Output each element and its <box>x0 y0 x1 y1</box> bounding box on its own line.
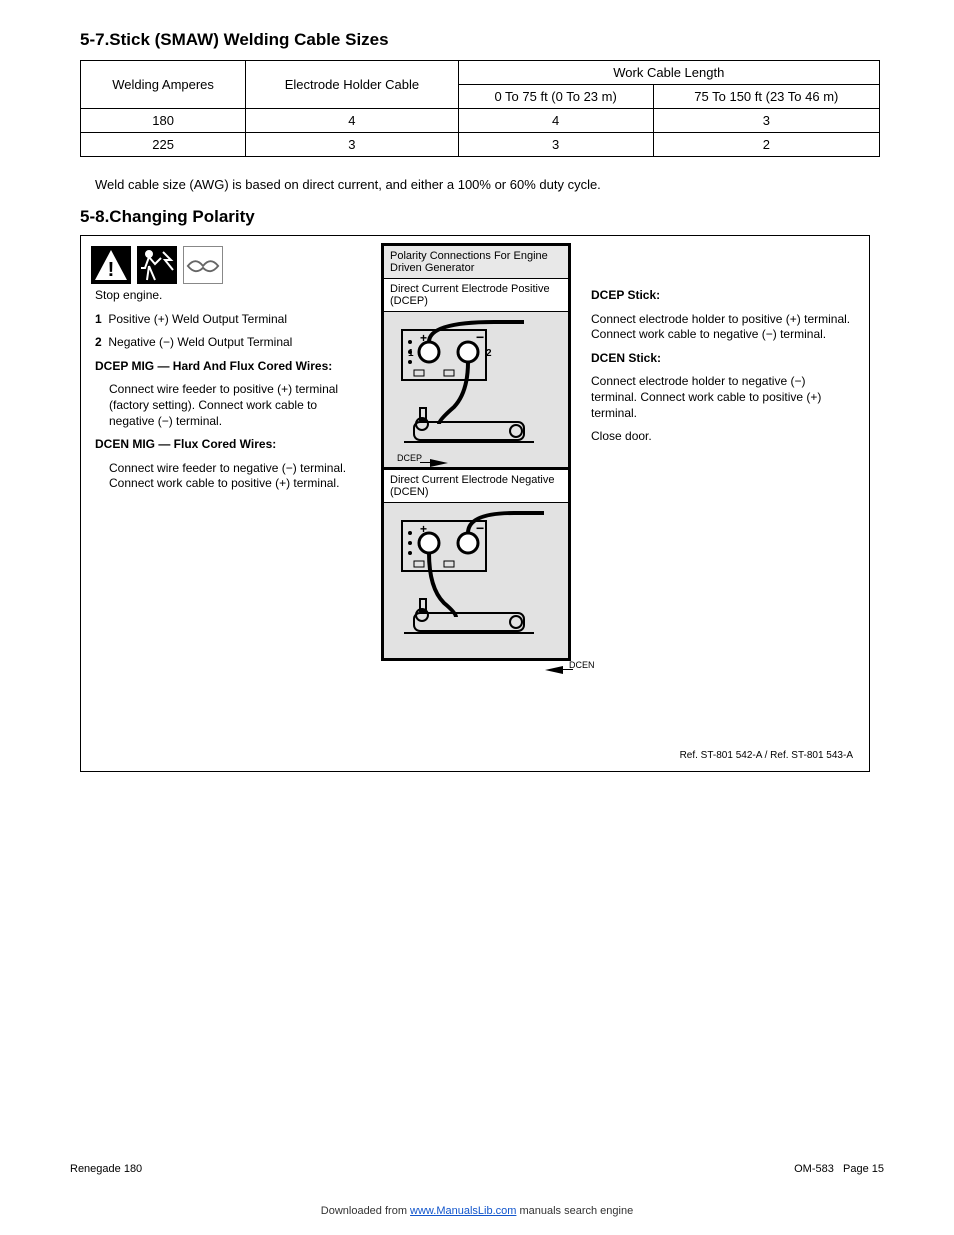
dcep-stick-text: Connect electrode holder to positive (+)… <box>591 312 851 343</box>
th-work-cable-length: Work Cable Length <box>458 61 879 85</box>
left-column: Stop engine. 1 Positive (+) Weld Output … <box>95 288 365 500</box>
dcen-stick-text: Connect electrode holder to negative (−)… <box>591 374 851 421</box>
svg-text:−: − <box>476 329 484 345</box>
th-welding-amperes: Welding Amperes <box>81 61 246 109</box>
diagram-img-dcep: + − <box>384 312 568 467</box>
svg-text:1: 1 <box>408 348 414 359</box>
manualslib-link[interactable]: www.ManualsLib.com <box>410 1205 516 1217</box>
dcep-arrow-label: DCEP <box>360 453 422 463</box>
footer-tail: manuals search engine <box>516 1205 633 1217</box>
th-length-75: 0 To 75 ft (0 To 23 m) <box>458 85 653 109</box>
cell-amps: 225 <box>81 133 246 157</box>
dcep-mig-title: DCEP MIG — Hard And Flux Cored Wires: <box>95 359 332 373</box>
stop-engine: Stop engine. <box>95 288 365 304</box>
diagram-img-dcen: + − <box>384 503 568 658</box>
footer: Downloaded from www.ManualsLib.com manua… <box>0 1205 954 1217</box>
svg-text:2: 2 <box>486 348 492 359</box>
diagram-sub-dcep: Direct Current Electrode Positive (DCEP) <box>384 279 568 312</box>
content-grid: Stop engine. 1 Positive (+) Weld Output … <box>91 288 859 748</box>
cell-75: 3 <box>458 133 653 157</box>
cell-150: 3 <box>653 109 879 133</box>
page: 5-7.Stick (SMAW) Welding Cable Sizes Wel… <box>0 0 954 1235</box>
cable-size-table: Welding Amperes Electrode Holder Cable W… <box>80 60 880 157</box>
cell-amps: 180 <box>81 109 246 133</box>
dcep-mig-text: Connect wire feeder to positive (+) term… <box>109 382 365 429</box>
list-text-2: Negative (−) Weld Output Terminal <box>108 335 292 349</box>
table-note: Weld cable size (AWG) is based on direct… <box>95 177 894 192</box>
dcen-mig-text: Connect wire feeder to negative (−) term… <box>109 461 365 492</box>
brand-footer: Renegade 180 <box>70 1163 142 1175</box>
diagram-title-1: Polarity Connections For Engine Driven G… <box>384 246 568 279</box>
right-column: DCEP Stick: Connect electrode holder to … <box>591 288 851 453</box>
svg-text:+: + <box>420 331 427 345</box>
dcen-arrow-label: DCEN <box>569 660 669 670</box>
oms-block: OM-583 Page 15 <box>794 1163 884 1175</box>
list-num-2: 2 <box>95 335 102 349</box>
cell-ehc: 4 <box>246 109 458 133</box>
diagram-caption: Ref. ST-801 542-A / Ref. ST-801 543-A <box>91 750 853 761</box>
th-length-150: 75 To 150 ft (23 To 46 m) <box>653 85 879 109</box>
dcep-arrow-text: DCEP <box>397 453 422 463</box>
svg-text:−: − <box>476 520 484 536</box>
diagram-dcen: Direct Current Electrode Negative (DCEN)… <box>381 470 571 661</box>
section-5-7-title: 5-7.Stick (SMAW) Welding Cable Sizes <box>80 30 894 50</box>
oms-page: Page 15 <box>843 1163 884 1175</box>
polarity-frame: ! Stop engine. 1 Positive (+) Weld Outpu… <box>80 235 870 772</box>
section-5-8-title: 5-8.Changing Polarity <box>80 207 894 227</box>
polarity-diagram: Polarity Connections For Engine Driven G… <box>381 243 571 661</box>
cell-ehc: 3 <box>246 133 458 157</box>
svg-text:!: ! <box>108 259 115 281</box>
list-num-1: 1 <box>95 312 102 326</box>
th-electrode-holder: Electrode Holder Cable <box>246 61 458 109</box>
close-door: Close door. <box>591 429 851 445</box>
warning-triangle-icon: ! <box>91 246 131 284</box>
goggles-icon <box>183 246 223 284</box>
diagram-dcep: Polarity Connections For Engine Driven G… <box>381 243 571 470</box>
footer-lead: Downloaded from <box>321 1205 410 1217</box>
oms-code: OM-583 <box>794 1163 834 1175</box>
cell-150: 2 <box>653 133 879 157</box>
dcep-stick-title: DCEP Stick: <box>591 288 660 302</box>
dcen-stick-title: DCEN Stick: <box>591 351 661 365</box>
list-text-1: Positive (+) Weld Output Terminal <box>108 312 287 326</box>
table-row: 225 3 3 2 <box>81 133 880 157</box>
svg-text:+: + <box>420 522 427 536</box>
table-row: 180 4 4 3 <box>81 109 880 133</box>
shock-hazard-icon <box>137 246 177 284</box>
dcen-mig-title: DCEN MIG — Flux Cored Wires: <box>95 437 276 451</box>
diagram-sub-dcen: Direct Current Electrode Negative (DCEN) <box>384 470 568 503</box>
cell-75: 4 <box>458 109 653 133</box>
